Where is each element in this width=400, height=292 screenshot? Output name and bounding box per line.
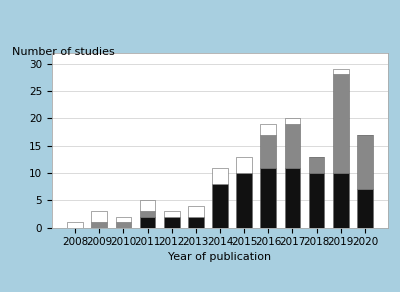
- Bar: [212, 184, 228, 228]
- Text: Number of studies: Number of studies: [12, 47, 115, 57]
- Bar: [236, 157, 252, 173]
- Bar: [284, 168, 300, 228]
- Bar: [357, 135, 373, 190]
- Bar: [164, 211, 180, 217]
- Bar: [309, 173, 324, 228]
- Bar: [140, 217, 156, 228]
- Bar: [333, 69, 348, 74]
- X-axis label: Year of publication: Year of publication: [168, 252, 272, 262]
- Bar: [357, 190, 373, 228]
- Bar: [140, 211, 156, 217]
- Bar: [92, 222, 107, 228]
- Bar: [116, 222, 131, 228]
- Bar: [260, 124, 276, 135]
- Bar: [164, 217, 180, 228]
- Bar: [333, 74, 348, 173]
- Bar: [260, 168, 276, 228]
- Bar: [67, 222, 83, 228]
- Bar: [188, 217, 204, 228]
- Bar: [260, 135, 276, 168]
- Bar: [236, 173, 252, 228]
- Bar: [188, 206, 204, 217]
- Bar: [92, 211, 107, 222]
- Bar: [284, 118, 300, 124]
- Bar: [309, 157, 324, 173]
- Bar: [116, 217, 131, 222]
- Bar: [212, 168, 228, 184]
- Bar: [284, 124, 300, 168]
- Bar: [333, 173, 348, 228]
- Bar: [140, 200, 156, 211]
